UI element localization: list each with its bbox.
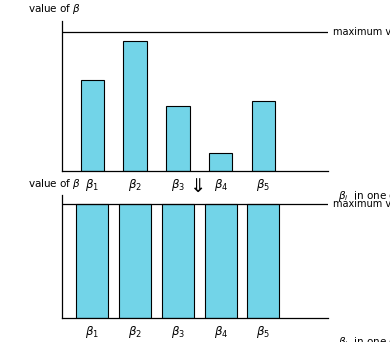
Bar: [81, 80, 104, 171]
Bar: [205, 204, 237, 318]
Text: $\Downarrow$: $\Downarrow$: [186, 177, 204, 196]
Bar: [123, 41, 147, 171]
Text: maximum value: maximum value: [333, 199, 390, 209]
Bar: [162, 204, 194, 318]
Bar: [119, 204, 151, 318]
Text: $\beta_i$  in one group: $\beta_i$ in one group: [338, 335, 390, 342]
Bar: [76, 204, 108, 318]
Bar: [166, 106, 190, 171]
Text: value of $\beta$: value of $\beta$: [28, 2, 81, 16]
Text: $\beta_i$  in one group: $\beta_i$ in one group: [338, 189, 390, 203]
Text: value of $\beta$: value of $\beta$: [28, 177, 81, 191]
Bar: [209, 153, 232, 171]
Bar: [252, 101, 275, 171]
Text: maximum value: maximum value: [333, 27, 390, 37]
Bar: [247, 204, 280, 318]
